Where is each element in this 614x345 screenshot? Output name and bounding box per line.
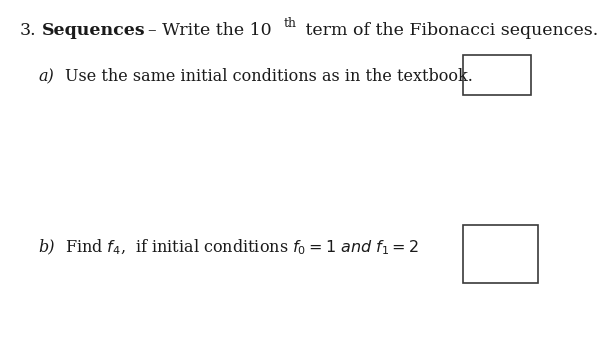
Text: a): a) <box>38 68 54 85</box>
Text: th: th <box>284 17 297 30</box>
Text: – Write the 10: – Write the 10 <box>148 22 271 39</box>
Bar <box>463 225 538 283</box>
Text: Find $f_4$,  if initial conditions $f_0 = 1$ $\mathit{and}$ $f_1 = 2$: Find $f_4$, if initial conditions $f_0 =… <box>65 238 419 257</box>
Text: Use the same initial conditions as in the textbook.: Use the same initial conditions as in th… <box>65 68 473 85</box>
Bar <box>463 55 531 95</box>
Text: Sequences: Sequences <box>42 22 146 39</box>
Text: term of the Fibonacci sequences.: term of the Fibonacci sequences. <box>300 22 598 39</box>
Text: b): b) <box>38 238 55 255</box>
Text: 3.: 3. <box>20 22 37 39</box>
